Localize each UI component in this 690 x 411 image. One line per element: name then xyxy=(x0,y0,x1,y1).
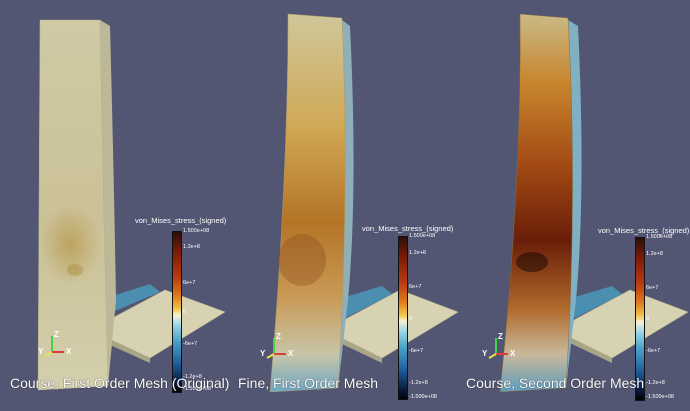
axis-y-label: Y xyxy=(260,349,266,358)
colorbar-tick-label: -6e+7 xyxy=(646,348,661,354)
panel-caption: Course, First Order Mesh (Original) xyxy=(10,375,230,391)
colorbar-title: von_Mises_stress_(signed) xyxy=(135,216,227,225)
colorbar-tick-label: 1.2e+8 xyxy=(183,244,200,250)
colorbar-tick-label: -1.2e+8 xyxy=(409,380,428,386)
colorbar-tick-label: 6e+7 xyxy=(409,284,422,290)
colorbar-tick-label: 1.500e+08 xyxy=(183,228,210,234)
colorbar-tick-label: -1.2e+8 xyxy=(646,380,665,386)
axes-triad-icon xyxy=(44,336,64,357)
colorbar-tick-label: -1.500e+08 xyxy=(183,386,211,392)
orientation-axes: Z X Y xyxy=(482,332,522,360)
colorbar-tick-label: -6e+7 xyxy=(183,341,198,347)
orientation-axes: Z X Y xyxy=(38,330,78,358)
mesh-model-render[interactable] xyxy=(230,0,460,411)
axes-triad-icon xyxy=(266,338,286,359)
panel-caption: Fine, First Order Mesh xyxy=(238,375,379,391)
colorbar-tick-label: 1.500e+08 xyxy=(409,233,436,239)
colorbar-tick-label: 1.2e+8 xyxy=(409,250,426,256)
axis-z-label: Z xyxy=(276,332,281,341)
axis-x-label: X xyxy=(66,347,72,356)
orientation-axes: Z X Y xyxy=(260,332,300,360)
render-view-coarse-second-order[interactable]: von_Mises_stress_(signed) 1.500e+08 1.2e… xyxy=(460,0,690,411)
colorbar-tick-label: -6e+7 xyxy=(409,348,424,354)
colorbar-tick-label: 1.2e+8 xyxy=(646,251,663,257)
colorbar xyxy=(398,236,408,400)
colorbar-tick-label: -1.500e+08 xyxy=(646,394,674,400)
colorbar xyxy=(635,237,645,401)
mesh-model-render[interactable] xyxy=(0,0,230,411)
colorbar-tick-label: 0 xyxy=(646,316,650,322)
colorbar-tick-label: 6e+7 xyxy=(183,280,196,286)
render-view-coarse-first-order[interactable]: von_Mises_stress_(signed) 1.500e+08 1.2e… xyxy=(0,0,230,411)
colorbar-title: von_Mises_stress_(signed) xyxy=(598,226,690,235)
panel-caption: Course, Second Order Mesh xyxy=(466,375,645,391)
axes-triad-icon xyxy=(488,338,508,359)
mesh-model-render[interactable] xyxy=(460,0,690,411)
colorbar-tick-label: 0 xyxy=(183,309,187,315)
axis-x-label: X xyxy=(288,349,294,358)
axis-y-label: Y xyxy=(38,347,44,356)
colorbar-tick-label: 6e+7 xyxy=(646,285,659,291)
colorbar-tick-label: -1.500e+08 xyxy=(409,394,437,400)
colorbar-title: von_Mises_stress_(signed) xyxy=(362,224,454,233)
render-view-fine-first-order[interactable]: von_Mises_stress_(signed) 1.500e+08 1.2e… xyxy=(230,0,460,411)
colorbar-tick-label: -1.2e+8 xyxy=(183,374,202,380)
colorbar xyxy=(172,231,182,393)
axis-z-label: Z xyxy=(54,330,59,339)
axis-x-label: X xyxy=(510,349,516,358)
colorbar-tick-label: 0 xyxy=(409,316,413,322)
axis-z-label: Z xyxy=(498,332,503,341)
axis-y-label: Y xyxy=(482,349,488,358)
colorbar-tick-label: 1.500e+08 xyxy=(646,234,673,240)
